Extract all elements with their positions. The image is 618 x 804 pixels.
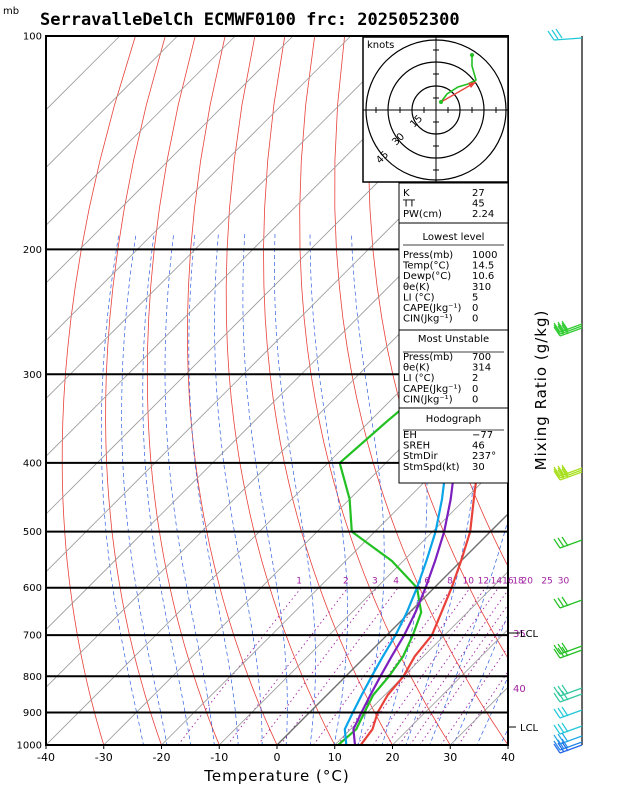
mixing-ratio-label: 14 [491,577,503,587]
lowest-label: CAPE(Jkg⁻¹) [403,303,461,314]
hodograph: knots 15 30 45 [363,37,508,182]
pressure-tick-label: 700 [23,631,42,642]
pressure-tick-label: 100 [23,32,42,43]
pressure-tick-label: 1000 [17,741,42,752]
mixing-ratio-label: 25 [541,577,552,587]
pressure-unit: mb [3,6,19,17]
x-tick-label: 20 [386,751,400,764]
index-basic-value: 45 [472,199,485,210]
x-tick-label: 0 [274,751,281,764]
lowest-level-title: Lowest level [423,232,485,243]
x-tick-label: -30 [95,751,113,764]
mixing-ratio-label: 10 [463,577,475,587]
lowest-label: Press(mb) [403,250,453,261]
hodograph-unit: knots [367,40,394,51]
mixing-ratio-label: 2 [343,577,349,587]
indices-panel: K 27 TT 45 PW(cm) 2.24 Lowest level Press(mb) 10… [399,183,508,483]
lowest-value: 14.5 [472,261,494,272]
lowest-label: LI (°C) [403,292,435,303]
mixing-ratio-label: 8 [447,577,453,587]
index-basic-label: TT [402,199,416,210]
pressure-tick-label: 800 [23,672,42,683]
hodo-value: −77 [472,430,493,441]
mixing-ratio-label: 12 [478,577,489,587]
lowest-label: θe(K) [403,282,430,293]
hodo-value: 30 [472,462,485,473]
unstable-value: 0 [472,384,478,395]
lcl-label: LCL [520,723,539,734]
lowest-label: CIN(Jkg⁻¹) [403,314,453,325]
x-tick-label: -20 [153,751,171,764]
lcl-label: LCL [520,629,539,640]
unstable-label: θe(K) [403,363,430,374]
unstable-label: CAPE(Jkg⁻¹) [403,384,461,395]
most-unstable-title: Most Unstable [418,334,489,345]
hodo-value: 46 [472,441,485,452]
mixing-ratio-label: 20 [522,577,534,587]
x-tick-label: 10 [328,751,342,764]
unstable-label: Press(mb) [403,352,453,363]
unstable-value: 314 [472,363,491,374]
mixing-ratio-label: 3 [372,577,378,587]
x-tick-label: -40 [37,751,55,764]
index-basic-value: 2.24 [472,209,494,220]
lowest-value: 5 [472,292,478,303]
x-tick-label: 40 [501,751,515,764]
unstable-value: 700 [472,352,491,363]
chart-title: SerravalleDelCh ECMWF0100 frc: 202505230… [40,10,460,30]
hodo-label: StmSpd(kt) [403,462,460,473]
pressure-tick-label: 300 [23,370,42,381]
lowest-value: 0 [472,303,478,314]
unstable-value: 2 [472,373,478,384]
pressure-tick-label: 400 [23,458,42,469]
lowest-value: 0 [472,314,478,325]
mixing-ratio-side-label: 40 [513,684,526,695]
y2-axis-label: Mixing Ratio (g/kg) [532,310,550,471]
mixing-ratio-label: 30 [558,577,570,587]
index-basic-label: PW(cm) [403,209,442,220]
unstable-label: CIN(Jkg⁻¹) [403,394,453,405]
hodo-label: SREH [403,441,430,452]
unstable-label: LI (°C) [403,373,435,384]
lowest-label: Temp(°C) [402,261,450,272]
hodo-value: 237° [472,451,496,462]
index-basic-label: K [403,188,410,199]
mixing-ratio-label: 6 [424,577,430,587]
unstable-value: 0 [472,394,478,405]
lowest-value: 10.6 [472,271,494,282]
mixing-ratio-label: 1 [296,577,302,587]
pressure-tick-label: 600 [23,583,42,594]
lowest-label: Dewp(°C) [403,271,451,282]
pressure-tick-label: 900 [23,708,42,719]
hodo-label: StmDir [403,451,438,462]
x-tick-label: 30 [443,751,457,764]
lowest-value: 310 [472,282,491,293]
hodograph-title: Hodograph [426,414,481,425]
lowest-value: 1000 [472,250,497,261]
x-tick-label: -10 [210,751,228,764]
hodo-label: EH [403,430,417,441]
index-basic-value: 27 [472,188,485,199]
x-axis-label: Temperature (°C) [203,767,349,785]
pressure-tick-label: 200 [23,245,42,256]
pressure-tick-label: 500 [23,527,42,538]
mixing-ratio-label: 4 [393,577,399,587]
